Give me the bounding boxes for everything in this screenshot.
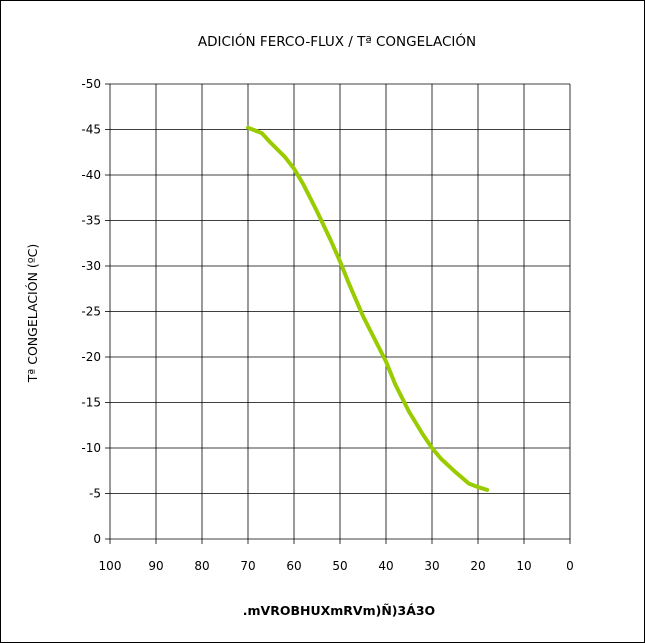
series-layer <box>246 125 490 492</box>
x-tick-label: 70 <box>240 559 255 573</box>
x-tick-label: 0 <box>566 559 574 573</box>
x-tick-label: 50 <box>332 559 347 573</box>
x-axis-ticks: 100 90 80 70 60 50 40 30 20 10 0 <box>99 559 574 573</box>
x-tick-label: 100 <box>99 559 122 573</box>
x-tick-label: 10 <box>516 559 531 573</box>
x-tick-label: 40 <box>378 559 393 573</box>
y-axis-ticks: 0 -5 -10 -15 -20 -25 -30 -35 -40 -45 -50 <box>81 77 101 546</box>
x-tick-label: 90 <box>148 559 163 573</box>
y-tick-label: -40 <box>81 168 101 182</box>
x-tick-label: 30 <box>424 559 439 573</box>
series-line-0 <box>246 125 490 492</box>
y-tick-label: -35 <box>81 214 101 228</box>
y-tick-label: -45 <box>81 123 101 137</box>
y-tick-label: -50 <box>81 77 101 91</box>
y-tick-label: -30 <box>81 259 101 273</box>
y-tick-label: -5 <box>89 487 101 501</box>
y-tick-label: 0 <box>93 532 101 546</box>
x-tick-label: 60 <box>286 559 301 573</box>
x-tick-label: 80 <box>194 559 209 573</box>
x-axis-label: .mVROBHUXmRVm)Ñ)3Á3O <box>243 603 435 618</box>
x-tick-label: 20 <box>470 559 485 573</box>
y-tick-label: -15 <box>81 396 101 410</box>
y-tick-label: -10 <box>81 441 101 455</box>
chart-title: ADICIÓN FERCO-FLUX / Tª CONGELACIÓN <box>198 32 476 50</box>
y-tick-label: -25 <box>81 305 101 319</box>
y-tick-label: -20 <box>81 350 101 364</box>
plot-grid <box>105 83 571 544</box>
y-axis-label: Tª CONGELACIÓN (ºC) <box>25 244 40 384</box>
